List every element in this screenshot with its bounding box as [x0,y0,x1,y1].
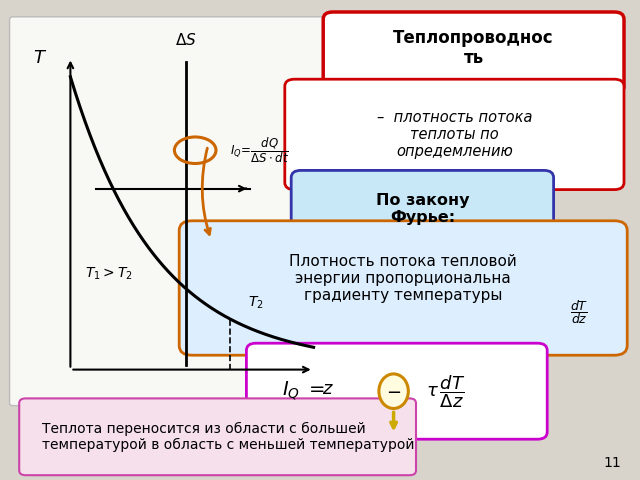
Ellipse shape [379,374,408,408]
Text: T: T [33,48,44,67]
FancyBboxPatch shape [285,79,624,190]
FancyBboxPatch shape [291,170,554,247]
Text: $I_Q\!=\!\dfrac{dQ}{\Delta S \cdot dt}$: $I_Q\!=\!\dfrac{dQ}{\Delta S \cdot dt}$ [230,135,289,165]
FancyBboxPatch shape [179,221,627,355]
FancyBboxPatch shape [246,343,547,439]
Text: z: z [322,380,331,398]
Text: $I_Q\;=\;$: $I_Q\;=\;$ [282,380,324,402]
Text: Плотность потока тепловой
энергии пропорциональна
градиенту температуры: Плотность потока тепловой энергии пропор… [289,253,517,303]
Text: $\tau\,\dfrac{dT}{\Delta z}$: $\tau\,\dfrac{dT}{\Delta z}$ [426,373,465,409]
Text: $T_1>T_2$: $T_1>T_2$ [85,265,132,282]
Text: Теплота переносится из области с большей
температурой в область с меньшей темпер: Теплота переносится из области с большей… [42,421,414,452]
Text: $\dfrac{dT}{dz}$: $\dfrac{dT}{dz}$ [570,299,589,326]
FancyBboxPatch shape [323,12,624,94]
Text: Теплопроводнос
ть: Теплопроводнос ть [394,29,554,67]
Text: $\Delta S$: $\Delta S$ [175,32,196,48]
FancyBboxPatch shape [10,17,336,406]
Text: 11: 11 [603,456,621,470]
Text: –  плотность потока
теплоты по
опредемлению: – плотность потока теплоты по опредемлен… [377,109,532,159]
Text: $T_2$: $T_2$ [248,294,264,311]
FancyBboxPatch shape [19,398,416,475]
Text: По закону
Фурье:: По закону Фурье: [376,192,469,225]
Text: $-$: $-$ [386,382,401,400]
